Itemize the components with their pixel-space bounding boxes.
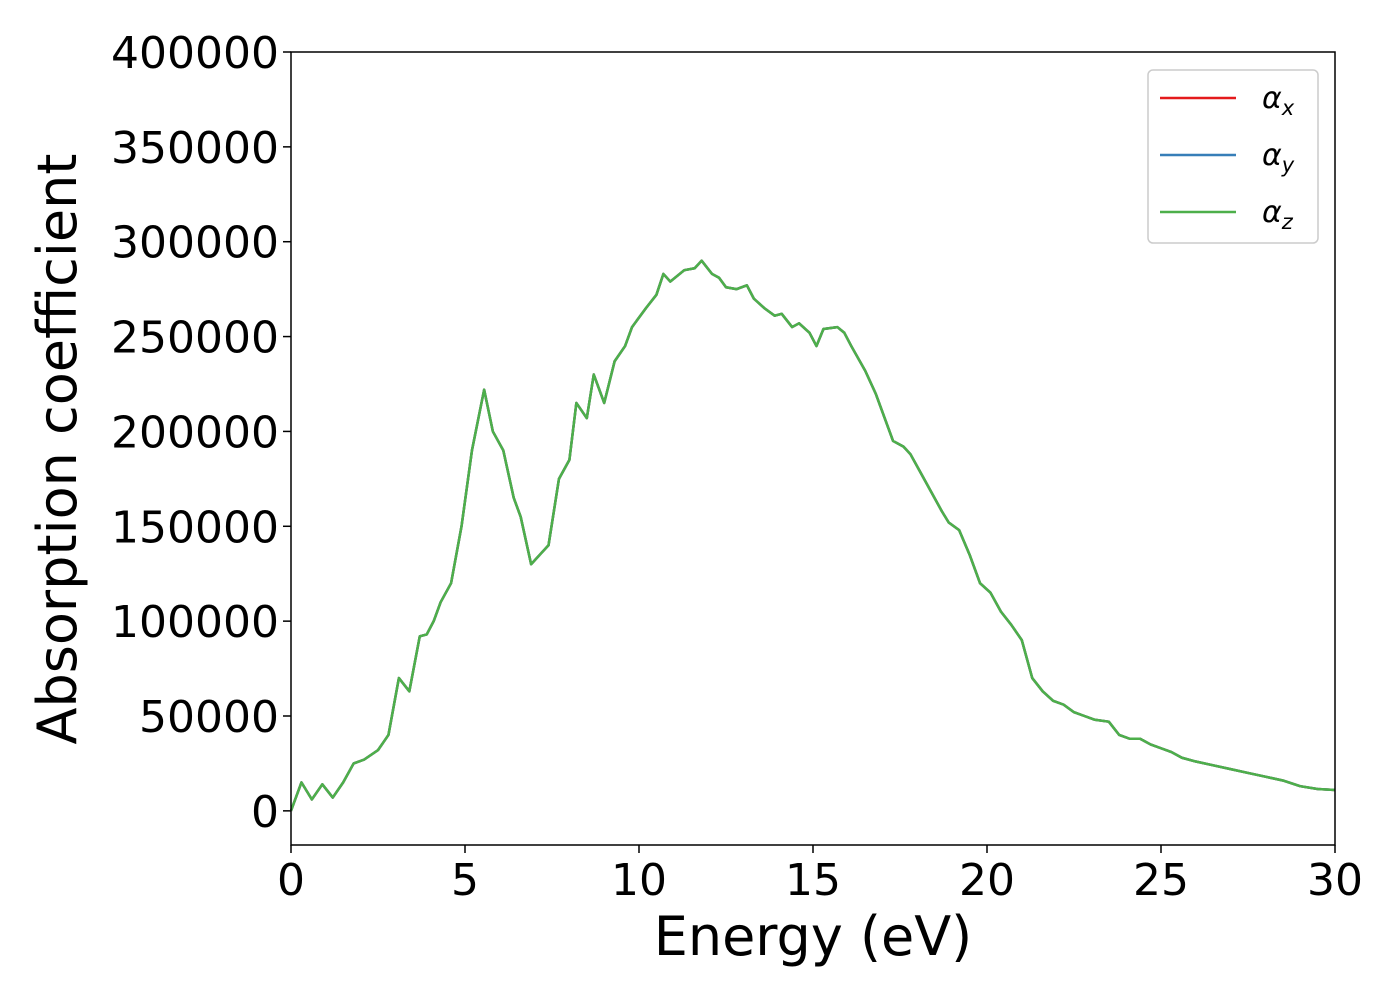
y-tick-label: 100000 — [111, 597, 279, 648]
plot-frame — [290, 51, 1336, 846]
y-tick-label: 350000 — [111, 123, 279, 174]
legend-box — [1147, 69, 1319, 244]
x-tick-label: 20 — [959, 855, 1015, 906]
y-tick-label: 200000 — [111, 407, 279, 458]
data-line — [289, 259, 1336, 812]
x-tick-label: 0 — [277, 855, 305, 906]
x-tick-label: 5 — [451, 855, 479, 906]
y-tick-label: 50000 — [139, 692, 279, 743]
legend-label: αx — [1262, 81, 1295, 120]
x-tick-label: 25 — [1133, 855, 1189, 906]
y-tick-label: 300000 — [111, 218, 279, 269]
y-tick-label: 0 — [251, 787, 279, 838]
y-tick-label: 250000 — [111, 313, 279, 364]
data-line — [289, 259, 1336, 812]
y-tick-label: 400000 — [111, 28, 279, 79]
y-tick-label: 150000 — [111, 502, 279, 553]
legend: αx αy αz — [1147, 69, 1319, 244]
x-axis-label: Energy (eV) — [654, 905, 973, 968]
legend-label: αy — [1262, 138, 1295, 177]
y-axis-label: Absorption coefficient — [26, 154, 89, 745]
legend-label: αz — [1262, 195, 1294, 234]
x-tick-label: 30 — [1307, 855, 1363, 906]
data-line — [289, 259, 1336, 812]
x-tick-label: 10 — [611, 855, 667, 906]
x-tick-label: 15 — [785, 855, 841, 906]
